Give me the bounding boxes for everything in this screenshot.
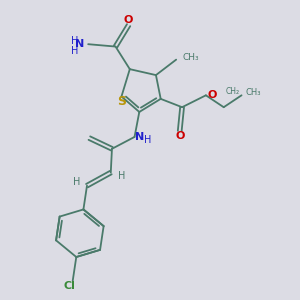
Text: S: S (117, 95, 126, 108)
Text: H: H (71, 36, 79, 46)
Text: CH₃: CH₃ (245, 88, 261, 98)
Text: H: H (71, 46, 79, 56)
Text: O: O (175, 131, 184, 141)
Text: H: H (73, 177, 80, 187)
Text: N: N (75, 39, 85, 49)
Text: O: O (124, 15, 133, 26)
Text: CH₃: CH₃ (182, 53, 199, 62)
Text: H: H (118, 171, 125, 181)
Text: CH₂: CH₂ (226, 88, 240, 97)
Text: Cl: Cl (63, 280, 75, 290)
Text: N: N (135, 132, 144, 142)
Text: H: H (144, 136, 151, 146)
Text: O: O (207, 90, 217, 100)
